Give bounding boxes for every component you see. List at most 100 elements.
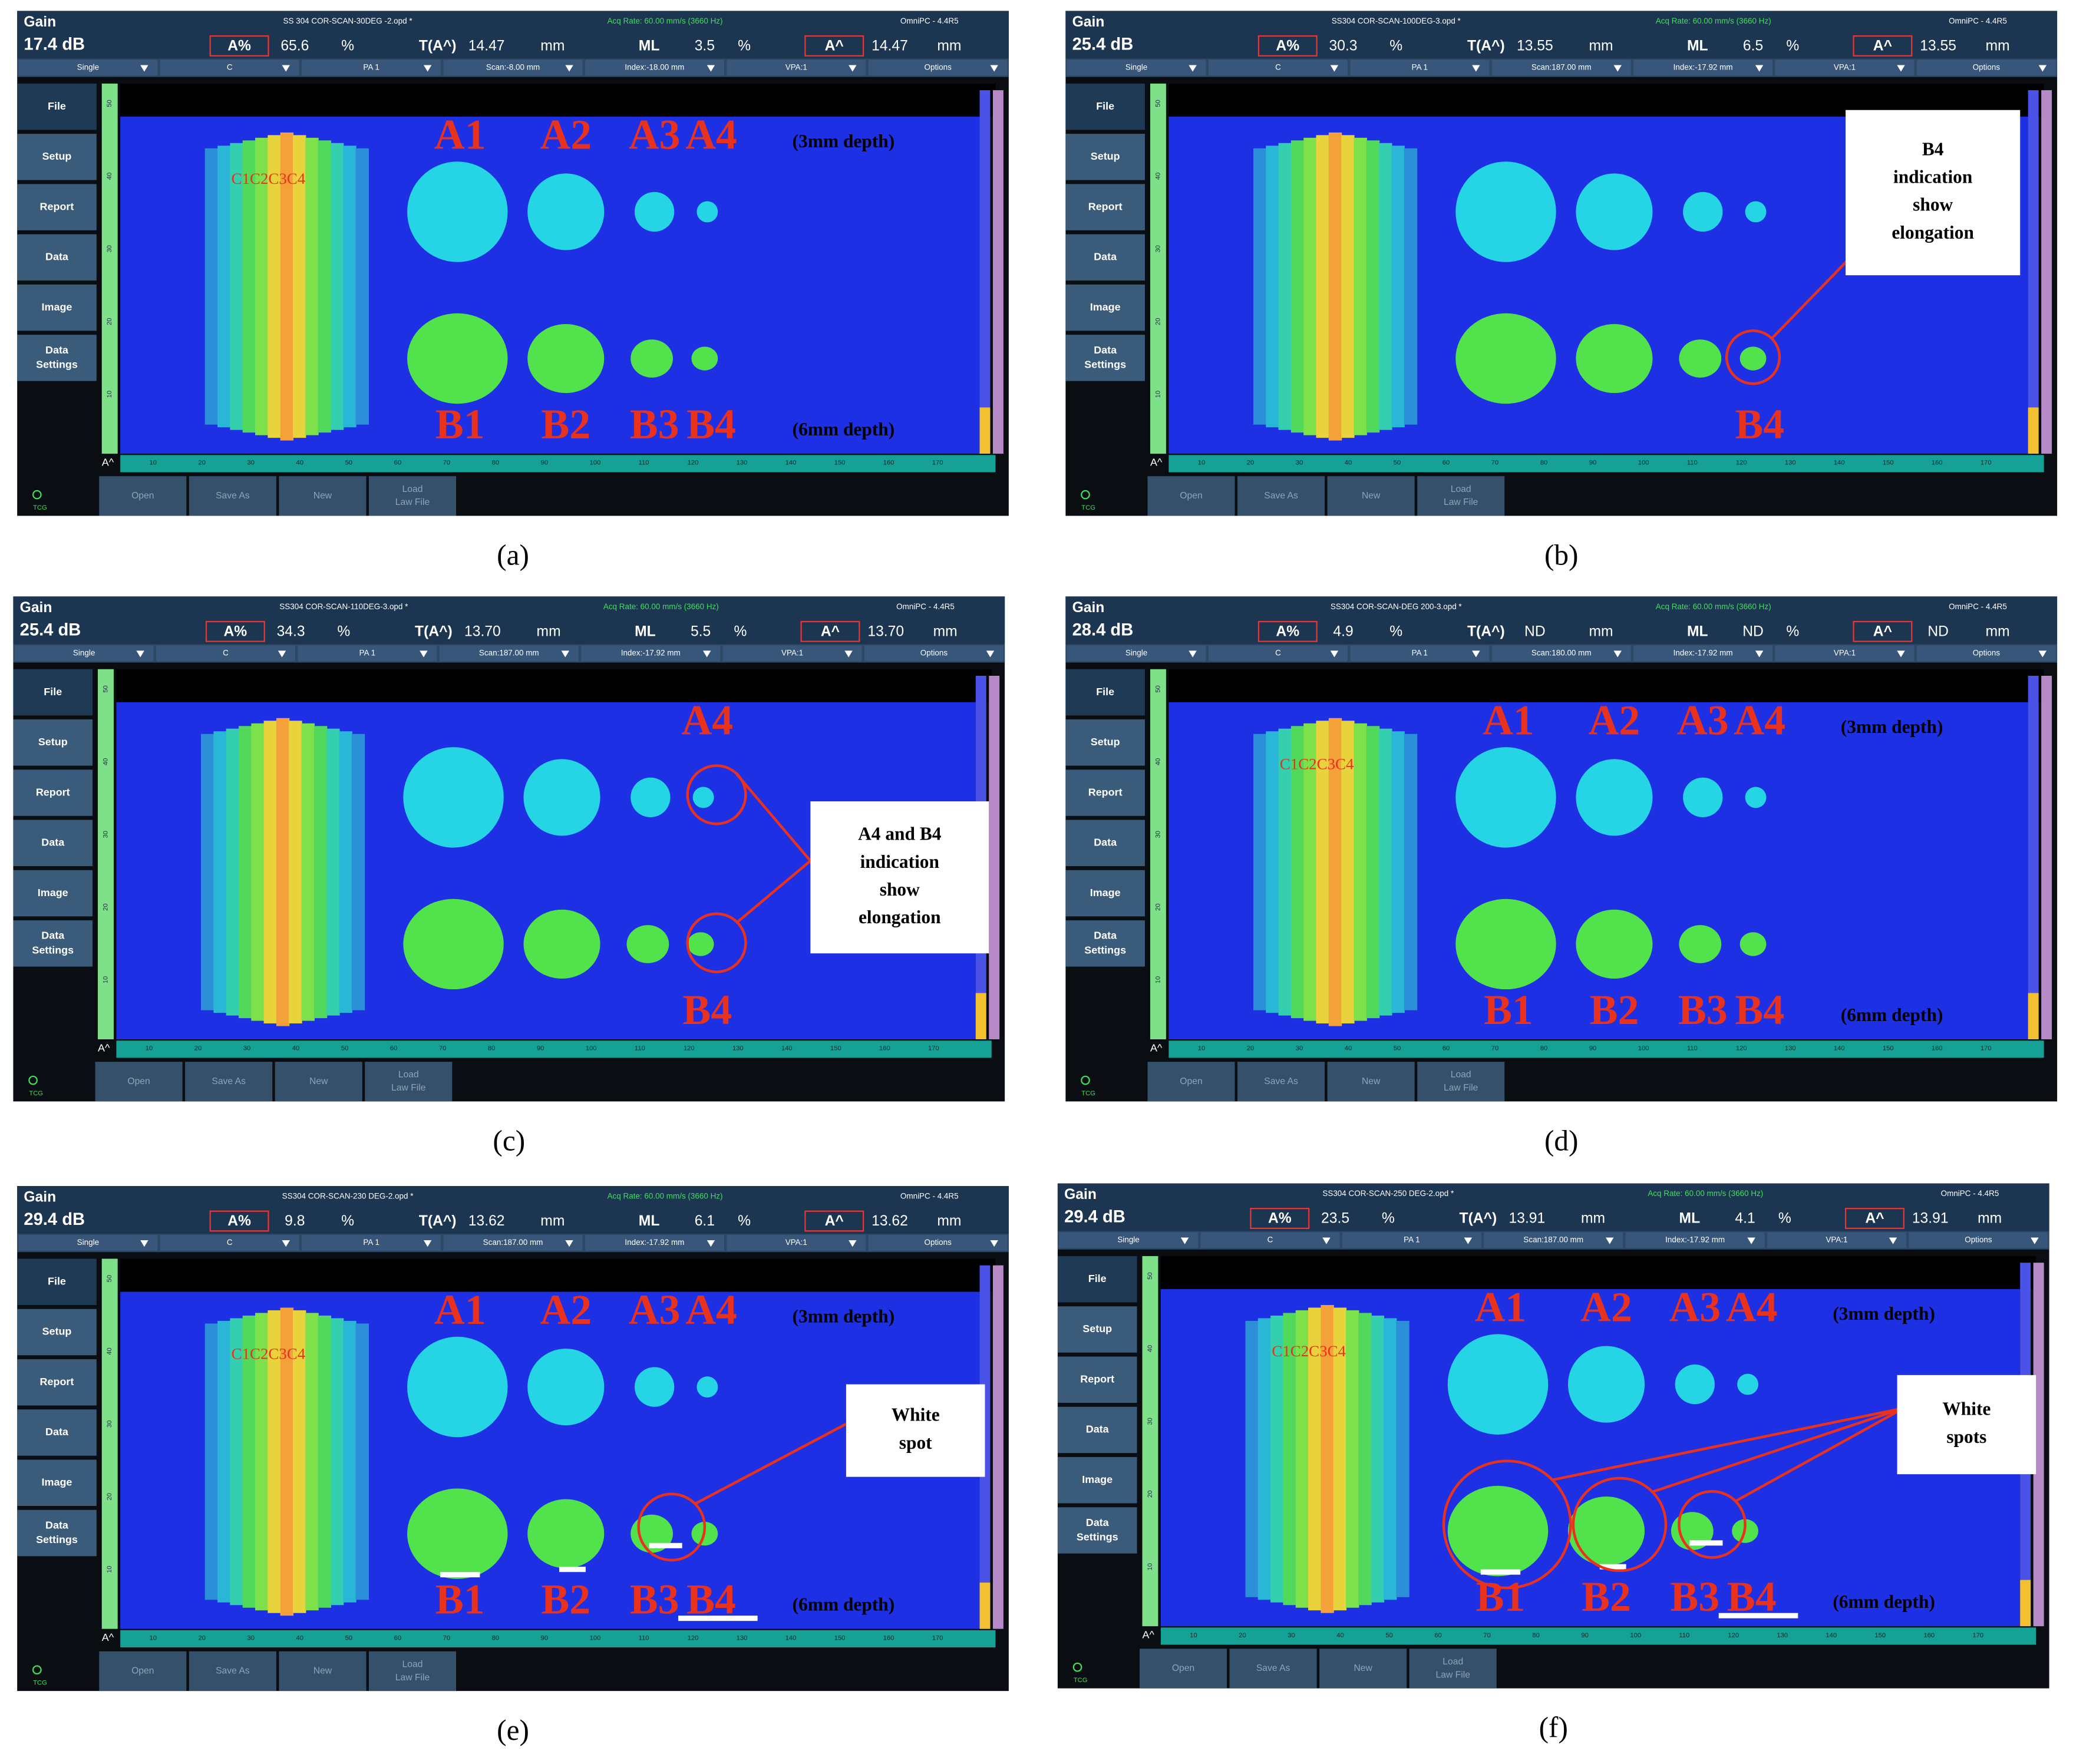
toolbar-cell[interactable] — [443, 1235, 583, 1251]
bottom-button[interactable] — [1327, 1062, 1415, 1102]
menu-button[interactable] — [17, 83, 97, 130]
menu-button[interactable] — [17, 1509, 97, 1557]
menu-button[interactable] — [1065, 234, 1145, 281]
toolbar-cell[interactable] — [1775, 645, 1914, 662]
menu-button[interactable] — [17, 184, 97, 230]
bottom-button[interactable] — [95, 1062, 183, 1102]
toolbar-cell[interactable] — [1916, 60, 2056, 76]
menu-button[interactable] — [1057, 1356, 1137, 1403]
menu-button[interactable] — [13, 769, 93, 816]
toolbar-cell[interactable] — [585, 60, 724, 76]
menu-button[interactable] — [17, 1309, 97, 1356]
toolbar-cell[interactable] — [1909, 1232, 2048, 1248]
menu-button[interactable] — [1057, 1456, 1137, 1504]
toolbar-cell[interactable] — [18, 60, 158, 76]
toolbar-cell[interactable] — [1491, 60, 1631, 76]
bottom-button[interactable] — [275, 1062, 362, 1102]
menu-button[interactable] — [17, 1359, 97, 1406]
toolbar-cell[interactable] — [727, 1235, 866, 1251]
toolbar-cell[interactable] — [1350, 60, 1490, 76]
toolbar-cell[interactable] — [1200, 1232, 1340, 1248]
menu-button[interactable] — [1065, 719, 1145, 766]
toolbar-cell[interactable] — [581, 645, 721, 662]
toolbar-cell[interactable] — [1484, 1232, 1623, 1248]
toolbar-cell[interactable] — [1342, 1232, 1481, 1248]
bottom-button[interactable] — [1417, 476, 1505, 516]
bottom-button[interactable] — [279, 1651, 367, 1692]
bottom-button[interactable] — [368, 476, 457, 516]
toolbar-cell[interactable] — [722, 645, 862, 662]
bottom-button[interactable] — [1147, 476, 1235, 516]
menu-button[interactable] — [1065, 769, 1145, 816]
toolbar-cell[interactable] — [1775, 60, 1914, 76]
toolbar-cell[interactable] — [1633, 60, 1773, 76]
bottom-button[interactable] — [1140, 1649, 1227, 1689]
bottom-button[interactable] — [189, 1651, 276, 1692]
toolbar-cell[interactable] — [14, 645, 154, 662]
toolbar-cell[interactable] — [302, 1235, 441, 1251]
menu-button[interactable] — [1065, 284, 1145, 331]
menu-button[interactable] — [17, 1409, 97, 1456]
toolbar-cell[interactable] — [864, 645, 1004, 662]
toolbar-cell[interactable] — [868, 1235, 1008, 1251]
toolbar-cell[interactable] — [1059, 1232, 1199, 1248]
toolbar-cell[interactable] — [1767, 1232, 1906, 1248]
toolbar-cell[interactable] — [1350, 645, 1490, 662]
toolbar-cell[interactable] — [439, 645, 579, 662]
toolbar-cell[interactable] — [868, 60, 1008, 76]
toolbar-cell[interactable] — [156, 645, 295, 662]
toolbar-cell[interactable] — [160, 60, 299, 76]
menu-button[interactable] — [17, 335, 97, 381]
menu-button[interactable] — [1065, 335, 1145, 381]
toolbar-cell[interactable] — [1067, 645, 1206, 662]
menu-button[interactable] — [13, 719, 93, 766]
bottom-button[interactable] — [1409, 1649, 1497, 1689]
menu-button[interactable] — [1065, 820, 1145, 867]
toolbar-cell[interactable] — [1916, 645, 2056, 662]
toolbar-cell[interactable] — [1208, 60, 1348, 76]
menu-button[interactable] — [13, 870, 93, 917]
toolbar-cell[interactable] — [1491, 645, 1631, 662]
bottom-button[interactable] — [365, 1062, 453, 1102]
toolbar-cell[interactable] — [1208, 645, 1348, 662]
bottom-button[interactable] — [99, 476, 187, 516]
bottom-button[interactable] — [1319, 1649, 1407, 1689]
toolbar-cell[interactable] — [727, 60, 866, 76]
bottom-button[interactable] — [185, 1062, 273, 1102]
menu-button[interactable] — [17, 284, 97, 331]
bottom-button[interactable] — [279, 476, 367, 516]
menu-button[interactable] — [1065, 669, 1145, 716]
menu-button[interactable] — [1057, 1306, 1137, 1353]
toolbar-cell[interactable] — [585, 1235, 724, 1251]
menu-button[interactable] — [1065, 870, 1145, 917]
toolbar-cell[interactable] — [298, 645, 437, 662]
bottom-button[interactable] — [99, 1651, 187, 1692]
menu-button[interactable] — [17, 1258, 97, 1305]
toolbar-cell[interactable] — [1625, 1232, 1765, 1248]
toolbar-cell[interactable] — [18, 1235, 158, 1251]
bottom-button[interactable] — [1237, 476, 1325, 516]
menu-button[interactable] — [13, 920, 93, 967]
menu-button[interactable] — [17, 134, 97, 180]
menu-button[interactable] — [1065, 184, 1145, 230]
bottom-button[interactable] — [1327, 476, 1415, 516]
menu-button[interactable] — [1057, 1406, 1137, 1454]
menu-button[interactable] — [1065, 920, 1145, 967]
bottom-button[interactable] — [1417, 1062, 1505, 1102]
menu-button[interactable] — [17, 1459, 97, 1506]
toolbar-cell[interactable] — [302, 60, 441, 76]
toolbar-cell[interactable] — [1067, 60, 1206, 76]
bottom-button[interactable] — [368, 1651, 457, 1692]
menu-button[interactable] — [1057, 1256, 1137, 1303]
menu-button[interactable] — [13, 669, 93, 716]
menu-button[interactable] — [17, 234, 97, 281]
menu-button[interactable] — [1057, 1507, 1137, 1554]
toolbar-cell[interactable] — [443, 60, 583, 76]
bottom-button[interactable] — [1237, 1062, 1325, 1102]
menu-button[interactable] — [1065, 83, 1145, 130]
bottom-button[interactable] — [1229, 1649, 1317, 1689]
toolbar-cell[interactable] — [1633, 645, 1773, 662]
menu-button[interactable] — [1065, 134, 1145, 180]
bottom-button[interactable] — [1147, 1062, 1235, 1102]
toolbar-cell[interactable] — [160, 1235, 299, 1251]
